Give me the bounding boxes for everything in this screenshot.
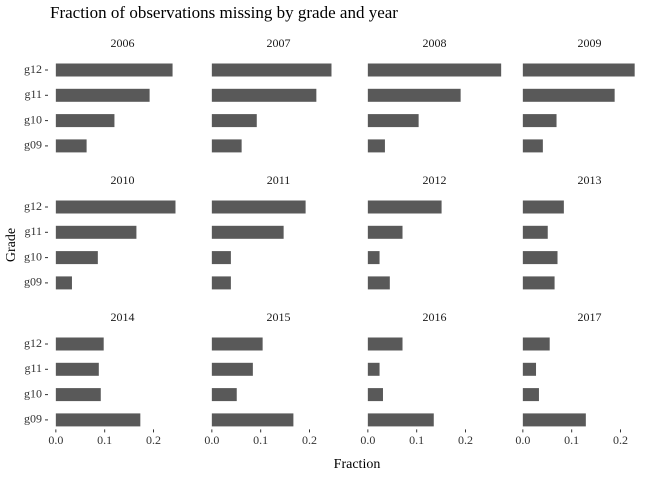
bar [367, 88, 461, 102]
y-tick-label: g12 [24, 199, 42, 213]
panel-title: 2015 [267, 310, 291, 324]
y-tick-label: g10 [24, 249, 42, 263]
x-tick-label: 0.1 [564, 433, 579, 447]
bar [367, 388, 383, 402]
bar [211, 200, 306, 214]
bar [211, 276, 231, 290]
bar [211, 114, 257, 128]
panel-title: 2013 [578, 173, 602, 187]
x-tick-label: 0.2 [302, 433, 317, 447]
bar [211, 413, 294, 427]
panel-title: 2006 [111, 36, 135, 50]
bar [55, 251, 98, 265]
bar [367, 114, 419, 128]
bar [367, 63, 502, 77]
x-tick-label: 0.1 [409, 433, 424, 447]
bar [55, 200, 176, 214]
bar [55, 114, 115, 128]
panel-title: 2014 [111, 310, 135, 324]
x-tick-label: 0.2 [458, 433, 473, 447]
x-tick-label: 0.2 [146, 433, 161, 447]
panel-title: 2007 [267, 36, 291, 50]
bar [55, 388, 101, 402]
bar [367, 200, 442, 214]
y-tick-label: g09 [24, 138, 42, 152]
bar [211, 388, 237, 402]
bar [367, 362, 380, 376]
bar [55, 139, 87, 153]
bar [55, 276, 72, 290]
y-tick-label: g11 [24, 361, 42, 375]
y-tick-label: g11 [24, 87, 42, 101]
y-tick-label: g10 [24, 386, 42, 400]
bar [55, 63, 173, 77]
panel-title: 2008 [423, 36, 447, 50]
bar [211, 88, 317, 102]
x-tick-label: 0.1 [253, 433, 268, 447]
bar [211, 225, 284, 239]
bar [55, 362, 99, 376]
panel-title: 2016 [423, 310, 447, 324]
bar [522, 337, 550, 351]
bar [55, 88, 150, 102]
panel-title: 2017 [578, 310, 602, 324]
x-tick-label: 0.0 [360, 433, 375, 447]
bar [522, 114, 557, 128]
bar [367, 251, 380, 265]
bar [522, 388, 539, 402]
bar [522, 88, 615, 102]
bar [367, 337, 403, 351]
y-tick-label: g12 [24, 336, 42, 350]
bar [367, 276, 390, 290]
bar [55, 225, 137, 239]
y-tick-label: g11 [24, 224, 42, 238]
panel-title: 2011 [267, 173, 291, 187]
bar [522, 413, 586, 427]
y-axis-title: Grade [4, 228, 19, 262]
y-tick-label: g12 [24, 62, 42, 76]
bar [522, 251, 558, 265]
x-tick-label: 0.0 [515, 433, 530, 447]
bar [522, 139, 543, 153]
panel-title: 2012 [423, 173, 447, 187]
x-tick-label: 0.0 [48, 433, 63, 447]
bar [367, 139, 385, 153]
bar [522, 276, 555, 290]
x-tick-label: 0.1 [97, 433, 112, 447]
x-tick-label: 0.0 [204, 433, 219, 447]
bar [55, 337, 104, 351]
bar [522, 362, 537, 376]
bar [211, 362, 253, 376]
bar [522, 200, 564, 214]
panel-title: 2010 [111, 173, 135, 187]
y-tick-label: g09 [24, 275, 42, 289]
bar [211, 139, 242, 153]
bar [522, 225, 548, 239]
panel-title: 2009 [578, 36, 602, 50]
x-tick-label: 0.2 [613, 433, 628, 447]
bar [211, 251, 231, 265]
bar [522, 63, 635, 77]
bar [367, 225, 403, 239]
y-tick-label: g09 [24, 412, 42, 426]
bar [367, 413, 434, 427]
bar [55, 413, 141, 427]
chart-title: Fraction of observations missing by grad… [50, 3, 398, 22]
x-axis-title: Fraction [334, 457, 381, 472]
bar [211, 63, 332, 77]
y-tick-label: g10 [24, 112, 42, 126]
bar [211, 337, 263, 351]
